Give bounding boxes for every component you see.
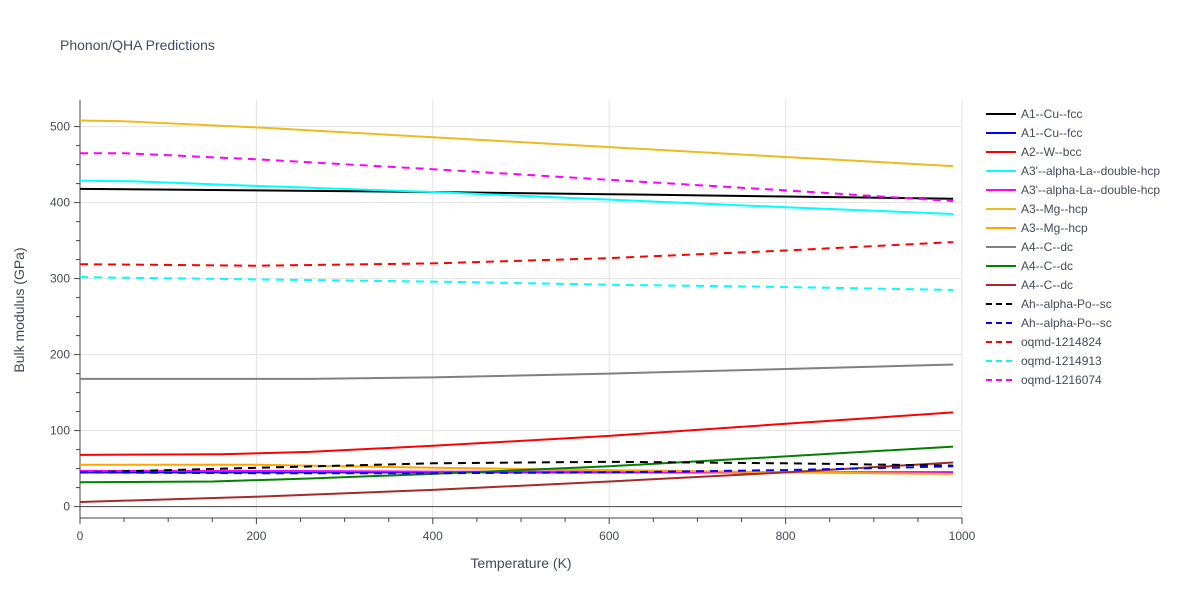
legend-label: oqmd-1214913 [1021, 354, 1102, 368]
x-axis-label: Temperature (K) [470, 555, 571, 571]
legend-label: A4--C--dc [1021, 240, 1073, 254]
x-tick-label: 1000 [949, 529, 976, 543]
x-tick-label: 800 [776, 529, 796, 543]
grid-layer [80, 100, 963, 518]
legend-label: oqmd-1214824 [1021, 335, 1102, 349]
legend-item[interactable]: oqmd-1216074 [986, 373, 1102, 387]
legend-item[interactable]: A3--Mg--hcp [986, 221, 1088, 235]
y-axis-label: Bulk modulus (GPa) [11, 247, 27, 372]
legend-item[interactable]: oqmd-1214824 [986, 335, 1102, 349]
legend-label: oqmd-1216074 [1021, 373, 1102, 387]
legend-item[interactable]: A3'--alpha-La--double-hcp [986, 183, 1160, 197]
series-line-13 [79, 276, 954, 291]
legend-item[interactable]: A4--C--dc [986, 259, 1073, 273]
legend-label: A3'--alpha-La--double-hcp [1021, 183, 1160, 197]
legend-item[interactable]: oqmd-1214913 [986, 354, 1102, 368]
x-tick-label: 600 [599, 529, 619, 543]
x-tick-label: 200 [246, 529, 266, 543]
legend-label: A2--W--bcc [1021, 145, 1081, 159]
legend-label: A3'--alpha-La--double-hcp [1021, 164, 1160, 178]
chart-title: Phonon/QHA Predictions [60, 37, 215, 53]
legend-label: A4--C--dc [1021, 259, 1073, 273]
series-line-7 [80, 363, 954, 380]
legend-item[interactable]: A4--C--dc [986, 240, 1073, 254]
series-line-0 [79, 187, 954, 200]
legend-item[interactable]: A3'--alpha-La--double-hcp [986, 164, 1160, 178]
legend-label: A1--Cu--fcc [1021, 126, 1082, 140]
axis-layer: 0 200 400 600 800 1000 0 100 200 300 400 500 [50, 100, 976, 543]
legend-label: A1--Cu--fcc [1021, 107, 1082, 121]
y-tick-label: 0 [63, 500, 70, 514]
legend-item[interactable]: Ah--alpha-Po--sc [986, 297, 1112, 311]
series-line-3 [79, 179, 954, 215]
series-layer [79, 119, 954, 503]
series-line-12 [79, 241, 954, 267]
y-tick-label: 500 [50, 120, 70, 134]
series-line-5 [79, 119, 954, 168]
legend-item[interactable]: Ah--alpha-Po--sc [986, 316, 1112, 330]
series-line-10 [79, 460, 954, 474]
y-tick-label: 300 [50, 272, 70, 286]
legend-item[interactable]: A4--C--dc [986, 278, 1073, 292]
legend-item[interactable]: A2--W--bcc [986, 145, 1081, 159]
y-tick-label: 100 [50, 424, 70, 438]
y-tick-label: 200 [50, 348, 70, 362]
legend-label: Ah--alpha-Po--sc [1021, 316, 1112, 330]
legend-item[interactable]: A1--Cu--fcc [986, 126, 1082, 140]
legend-label: A3--Mg--hcp [1021, 202, 1088, 216]
y-tick-label: 400 [50, 196, 70, 210]
series-line-14 [80, 152, 954, 203]
legend-item[interactable]: A3--Mg--hcp [986, 202, 1088, 216]
series-line-2 [79, 411, 954, 456]
legend-item[interactable]: A1--Cu--fcc [986, 107, 1082, 121]
legend: A1--Cu--fcc A1--Cu--fcc A2--W--bcc A3'--alp… [986, 107, 1160, 387]
legend-label: A3--Mg--hcp [1021, 221, 1088, 235]
x-tick-label: 0 [77, 529, 84, 543]
legend-label: A4--C--dc [1021, 278, 1073, 292]
series-line-6 [80, 463, 954, 475]
series-line-11 [79, 465, 954, 475]
x-tick-label: 400 [423, 529, 443, 543]
legend-label: Ah--alpha-Po--sc [1021, 297, 1112, 311]
series-line-9 [79, 461, 954, 503]
